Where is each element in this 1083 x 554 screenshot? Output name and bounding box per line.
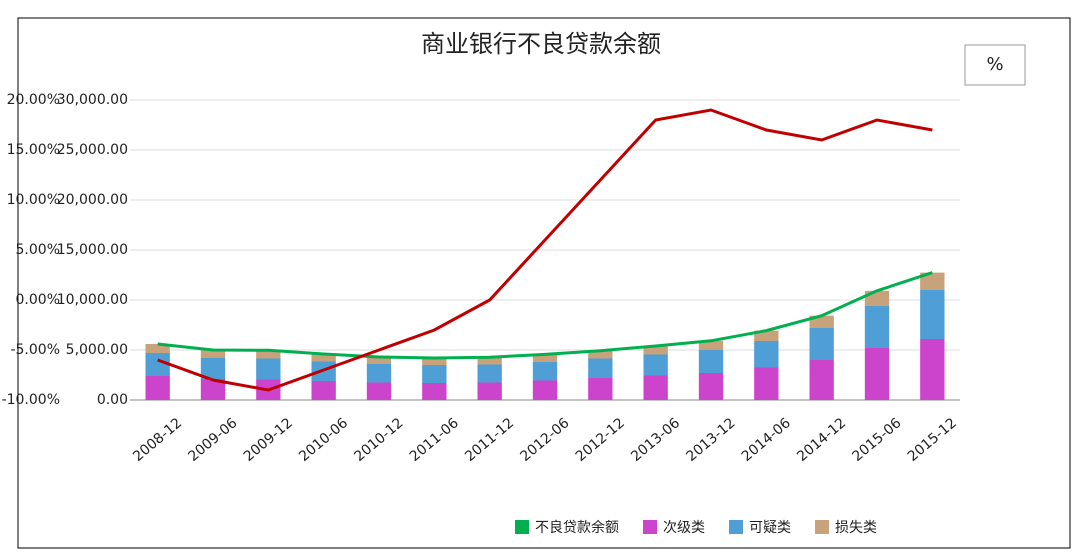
y-tick-label: 5.00% bbox=[16, 242, 60, 258]
bar-segment bbox=[200, 350, 226, 358]
bar-segment bbox=[422, 383, 447, 400]
bar-segment bbox=[920, 339, 945, 400]
legend-swatch bbox=[515, 520, 529, 534]
bar-segment bbox=[754, 341, 779, 368]
bar-segment bbox=[145, 353, 170, 376]
bar-segment bbox=[256, 358, 281, 380]
legend-label: 不良贷款余额 bbox=[535, 519, 619, 536]
bar-segment bbox=[200, 379, 226, 400]
bar-segment bbox=[532, 362, 558, 381]
bar-segment bbox=[200, 358, 226, 379]
y-tick-label: 15.00% bbox=[7, 142, 60, 158]
y-tick-label: -10.00% bbox=[2, 392, 60, 408]
bar-segment bbox=[864, 348, 890, 400]
bar-segment bbox=[532, 380, 558, 400]
bar-segment bbox=[698, 373, 724, 400]
y2-tick-label: 25,000.00 bbox=[57, 142, 128, 158]
bar-segment bbox=[256, 350, 281, 359]
y2-tick-label: 30,000.00 bbox=[57, 92, 128, 108]
legend-label: 损失类 bbox=[835, 520, 877, 536]
bar-segment bbox=[311, 381, 336, 400]
y-tick-label: 0.00% bbox=[16, 292, 60, 308]
bar-segment bbox=[366, 357, 392, 364]
bar-segment bbox=[809, 328, 834, 360]
bar-segment bbox=[532, 354, 558, 362]
bar-segment bbox=[477, 382, 502, 400]
chart-title: 商业银行不良贷款余额 bbox=[421, 30, 661, 58]
bar-segment bbox=[422, 358, 447, 365]
bar-segment bbox=[145, 376, 170, 400]
line-series bbox=[157, 271, 933, 360]
bar-segment bbox=[588, 350, 613, 359]
bar-segment bbox=[366, 364, 392, 383]
bar-segment bbox=[698, 340, 724, 350]
legend-swatch bbox=[729, 520, 743, 534]
bar-segment bbox=[366, 382, 392, 400]
bar-segment bbox=[643, 346, 668, 355]
legend-label: 次级类 bbox=[663, 520, 705, 536]
legend-swatch bbox=[815, 520, 829, 534]
y-tick-label: 20.00% bbox=[7, 92, 60, 108]
line-series bbox=[157, 108, 933, 392]
bar-segment bbox=[588, 358, 613, 378]
y2-tick-label: 0.00 bbox=[97, 392, 128, 408]
bar-segment bbox=[643, 354, 668, 376]
unit-box bbox=[964, 44, 1026, 86]
bar-segment bbox=[754, 367, 779, 400]
bar-segment bbox=[754, 330, 779, 341]
unit-label: % bbox=[986, 54, 1003, 75]
bar-segment bbox=[643, 375, 668, 400]
bar-segment bbox=[920, 290, 945, 339]
y2-tick-label: 5,000.00 bbox=[66, 342, 128, 358]
bar-segment bbox=[311, 354, 336, 362]
y2-tick-label: 10,000.00 bbox=[57, 292, 128, 308]
y2-tick-label: 20,000.00 bbox=[57, 192, 128, 208]
bar-segment bbox=[588, 378, 613, 400]
bar-segment bbox=[145, 344, 170, 353]
y2-tick-label: 15,000.00 bbox=[57, 242, 128, 258]
bar-segment bbox=[698, 350, 724, 373]
bar-segment bbox=[422, 365, 447, 383]
bar-segment bbox=[477, 357, 502, 365]
legend-swatch bbox=[643, 520, 657, 534]
bar-segment bbox=[809, 360, 834, 400]
y-tick-label: -5.00% bbox=[10, 342, 60, 358]
bar-segment bbox=[477, 364, 502, 383]
bar-segment bbox=[920, 272, 945, 290]
legend-label: 可疑类 bbox=[749, 520, 791, 536]
y-tick-label: 10.00% bbox=[7, 192, 60, 208]
bar-segment bbox=[864, 306, 890, 348]
chart-frame bbox=[17, 17, 1071, 549]
